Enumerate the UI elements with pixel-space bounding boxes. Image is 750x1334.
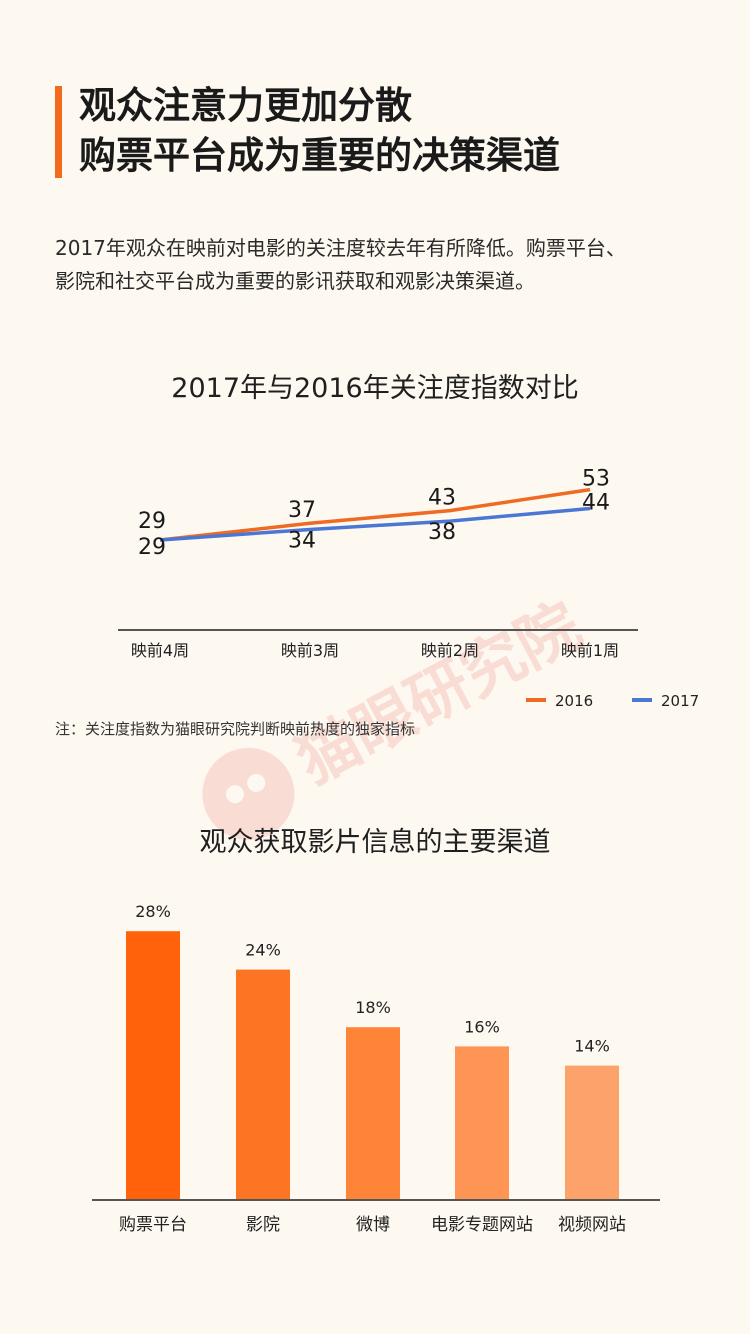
bar-chart-title: 观众获取影片信息的主要渠道 (199, 827, 551, 858)
bar-value-label: 18% (355, 998, 391, 1017)
legend-label-2016: 2016 (555, 692, 593, 710)
bar-category-label: 电影专题网站 (431, 1215, 533, 1235)
page-title-line2: 购票平台成为重要的决策渠道 (79, 134, 560, 177)
legend-label-2017: 2017 (661, 692, 699, 710)
cat-logo-icon (202, 747, 295, 840)
bar-value-label: 24% (245, 941, 281, 960)
data-label: 38 (428, 520, 456, 545)
line-chart-title: 2017年与2016年关注度指数对比 (171, 373, 579, 404)
data-label: 53 (582, 467, 610, 492)
bar-chart: 28% 购票平台 24% 影院 18% 微博 16% 电影专题网站 14% 视频网站 (92, 902, 660, 1235)
x-tick-label: 映前3周 (281, 641, 339, 660)
x-tick-label: 映前4周 (131, 641, 189, 660)
data-label: 44 (582, 491, 610, 516)
data-label: 43 (428, 486, 456, 511)
bar-value-label: 28% (135, 902, 171, 921)
bar-2 (346, 1027, 400, 1200)
title-accent-bar (55, 86, 62, 178)
x-tick-label: 映前1周 (561, 641, 619, 660)
data-label: 29 (138, 509, 166, 534)
intro-text: 2017年观众在映前对电影的关注度较去年有所降低。购票平台、 影院和社交平台成为… (55, 232, 715, 298)
page-title-line1: 观众注意力更加分散 (79, 84, 412, 127)
bar-category-label: 视频网站 (558, 1215, 626, 1235)
line-chart: 映前4周 映前3周 映前2周 映前1周 29 37 43 53 29 34 38 44 2016 2017 (118, 467, 699, 710)
bar-4 (565, 1065, 619, 1200)
bar-0 (126, 931, 180, 1200)
series-line-2016 (159, 487, 591, 542)
data-label: 37 (288, 498, 316, 523)
intro-line2: 影院和社交平台成为重要的影讯获取和观影决策渠道。 (55, 269, 535, 293)
bar-category-label: 购票平台 (119, 1215, 187, 1235)
bar-category-label: 影院 (246, 1215, 280, 1235)
x-tick-label: 映前2周 (421, 641, 479, 660)
data-label: 29 (138, 535, 166, 560)
intro-line1: 2017年观众在映前对电影的关注度较去年有所降低。购票平台、 (55, 236, 626, 260)
chart-note: 注：关注度指数为猫眼研究院判断映前热度的独家指标 (55, 720, 416, 738)
bar-value-label: 16% (464, 1017, 500, 1036)
series-line-2017 (159, 506, 591, 542)
bar-value-label: 14% (574, 1037, 610, 1056)
bar-category-label: 微博 (356, 1215, 390, 1235)
bar-1 (236, 969, 290, 1200)
data-label: 34 (288, 529, 316, 554)
bar-3 (455, 1046, 509, 1200)
